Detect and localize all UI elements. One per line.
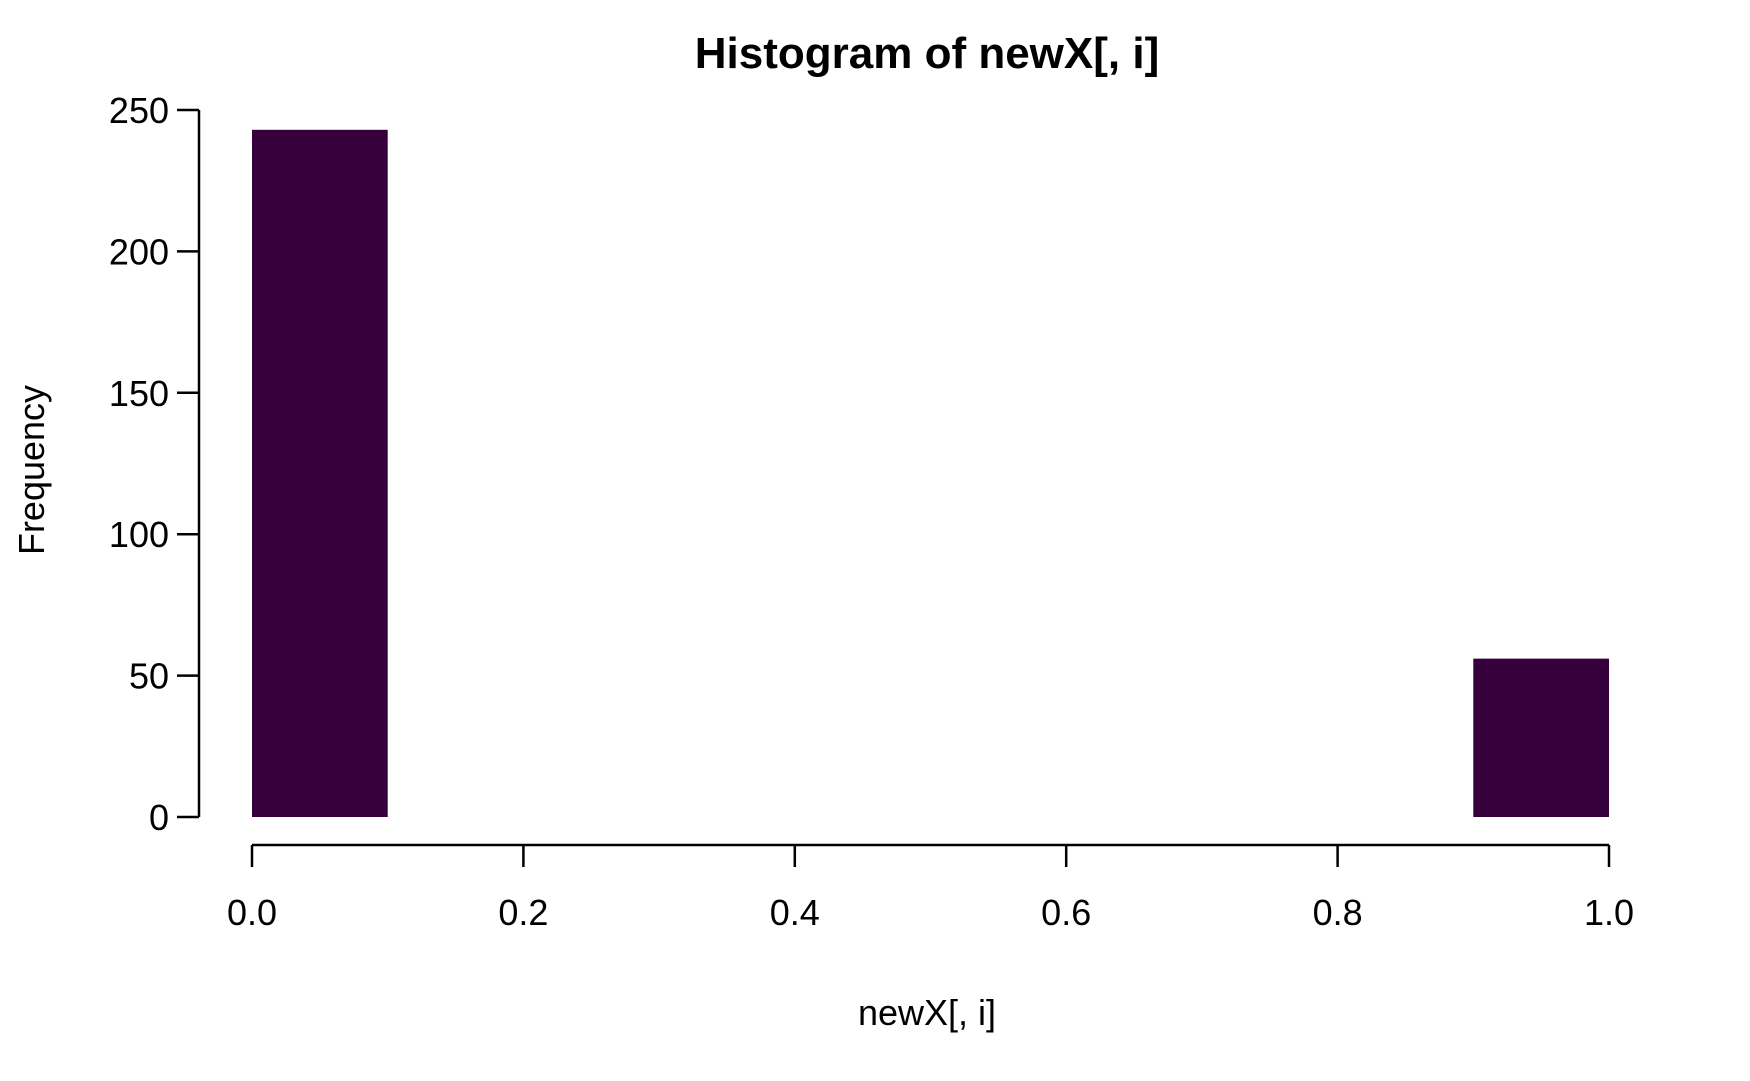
y-tick-label: 250 xyxy=(109,90,169,131)
x-tick-label: 0.2 xyxy=(498,892,548,933)
bars-group xyxy=(252,129,1609,817)
y-tick-label: 50 xyxy=(129,656,169,697)
y-axis: 0 50 100 150 200 250 xyxy=(109,90,201,838)
x-tick-label: 0.4 xyxy=(770,892,820,933)
y-tick-label: 200 xyxy=(109,231,169,272)
x-tick-label: 0.0 xyxy=(227,892,277,933)
y-tick-label: 150 xyxy=(109,373,169,414)
histogram-bar-9 xyxy=(1473,658,1609,817)
x-axis: 0.0 0.2 0.4 0.6 0.8 1.0 xyxy=(227,843,1634,933)
y-tick-label: 100 xyxy=(109,514,169,555)
y-tick-label: 0 xyxy=(149,797,169,838)
x-axis-label: newX[, i] xyxy=(858,992,996,1033)
y-axis-label: Frequency xyxy=(11,385,52,555)
histogram-bar-0 xyxy=(252,129,388,817)
x-tick-label: 0.6 xyxy=(1041,892,1091,933)
x-tick-label: 0.8 xyxy=(1313,892,1363,933)
x-tick-label: 1.0 xyxy=(1584,892,1634,933)
chart-title: Histogram of newX[, i] xyxy=(695,29,1159,78)
